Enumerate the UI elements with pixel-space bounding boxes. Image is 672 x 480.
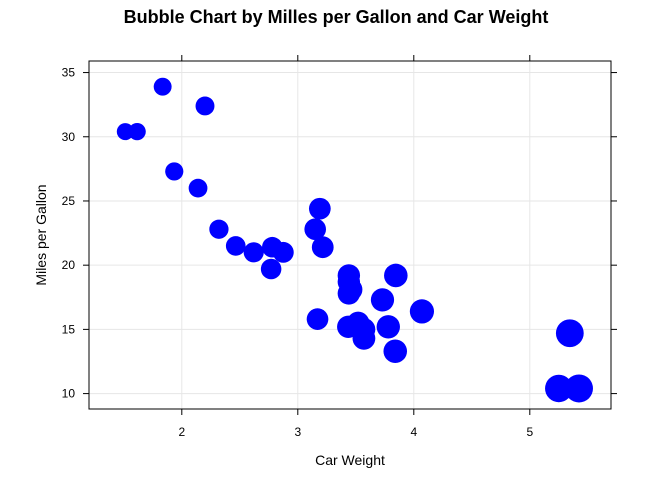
bubble-point xyxy=(128,122,146,141)
bubble-point xyxy=(209,219,229,239)
bubble-point xyxy=(555,319,584,348)
bubble-point xyxy=(564,374,593,403)
bubble-point xyxy=(545,374,573,403)
y-tick-label: 30 xyxy=(62,130,76,144)
bubble-point xyxy=(116,123,134,141)
bubble-point xyxy=(306,308,329,330)
chart-title: Bubble Chart by Milles per Gallon and Ca… xyxy=(124,7,549,27)
bubble-point xyxy=(195,96,215,116)
bubble-point xyxy=(337,282,361,305)
bubble-point xyxy=(304,218,327,241)
bubble-point xyxy=(337,264,361,287)
y-tick-label: 35 xyxy=(62,66,76,80)
bubble-point xyxy=(188,178,208,198)
bubble-point xyxy=(409,299,435,324)
plot-panel xyxy=(88,60,612,410)
bubble-point xyxy=(153,77,172,96)
bubbles xyxy=(116,77,593,403)
y-tick-label: 15 xyxy=(62,322,76,336)
bubble-point xyxy=(165,162,184,181)
bubble-point xyxy=(384,263,408,288)
y-tick-label: 10 xyxy=(62,387,76,401)
bubble-point xyxy=(383,339,408,363)
x-tick-label: 5 xyxy=(526,425,533,439)
bubble-point xyxy=(260,258,282,280)
bubble-point xyxy=(262,236,283,258)
y-axis-title: Miles per Gallon xyxy=(33,184,49,285)
bubble-point xyxy=(225,236,246,256)
bubble-point xyxy=(311,236,334,259)
x-tick-label: 4 xyxy=(410,425,417,439)
grid xyxy=(89,61,611,409)
x-tick-label: 2 xyxy=(178,425,185,439)
bubble-point xyxy=(370,288,395,312)
bubble-point xyxy=(352,317,376,341)
x-tick-label: 3 xyxy=(294,425,301,439)
bubble-point xyxy=(243,242,264,263)
y-tick-label: 20 xyxy=(62,258,76,272)
axis-ticks: 2 3 4 5 10 15 20 25 30 35 xyxy=(62,55,617,439)
bubble-point xyxy=(376,315,400,339)
x-axis-title: Car Weight xyxy=(315,452,385,468)
bubble-point xyxy=(308,197,331,220)
y-tick-label: 25 xyxy=(62,194,76,208)
